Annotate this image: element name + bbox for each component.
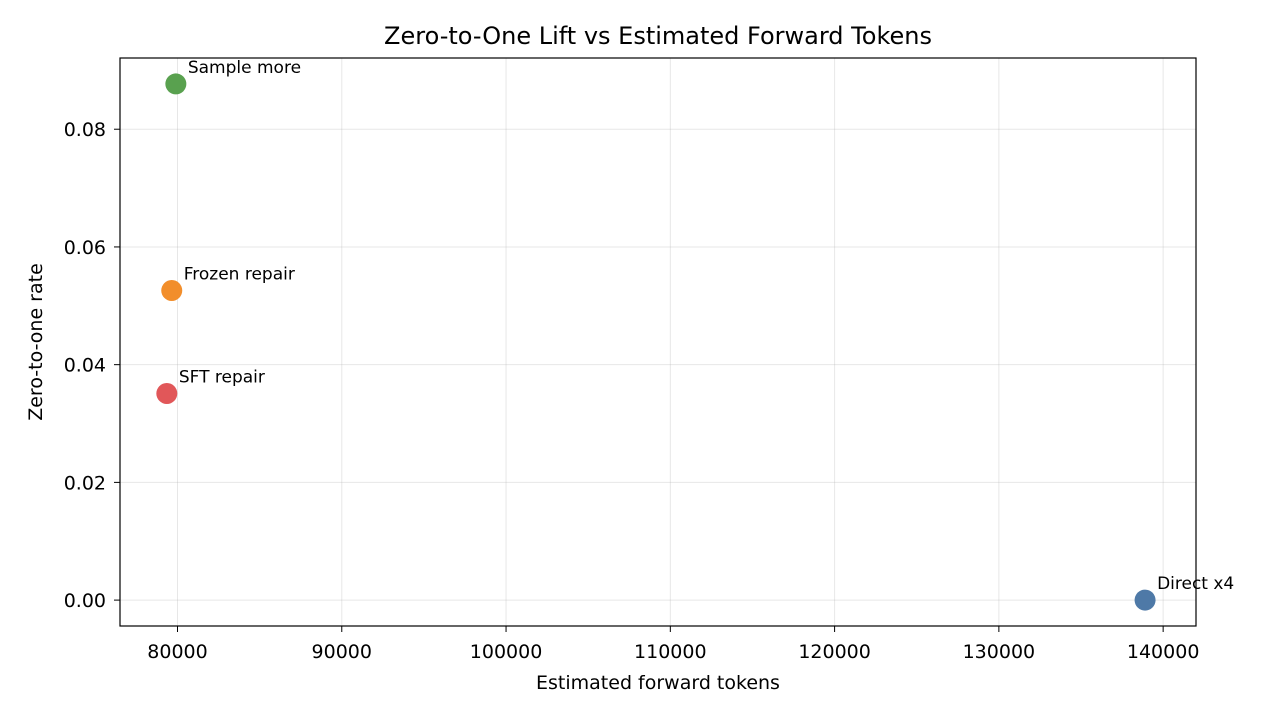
data-point [156, 383, 178, 405]
chart-title: Zero-to-One Lift vs Estimated Forward To… [384, 22, 932, 50]
data-point-label: Sample more [188, 58, 301, 78]
y-tick-label: 0.02 [64, 472, 106, 494]
x-tick-label: 90000 [312, 641, 372, 663]
data-point-label: Frozen repair [184, 264, 295, 284]
grid-layer [120, 58, 1196, 626]
y-tick-label: 0.06 [64, 237, 106, 259]
y-tick-label: 0.00 [64, 590, 106, 612]
x-tick-label: 110000 [634, 641, 707, 663]
x-tick-label: 140000 [1127, 641, 1200, 663]
data-point [161, 279, 183, 301]
y-tick-label: 0.08 [64, 119, 106, 141]
x-tick-label: 130000 [963, 641, 1036, 663]
y-tick-label: 0.04 [64, 355, 106, 377]
data-point [1134, 589, 1156, 611]
x-tick-label: 120000 [798, 641, 871, 663]
x-axis-label: Estimated forward tokens [536, 672, 780, 694]
ticks-layer: 80000 90000 100000 110000 120000 130000 140000… [64, 119, 1200, 663]
x-tick-label: 80000 [147, 641, 207, 663]
data-point [165, 73, 187, 95]
y-axis-label: Zero-to-one rate [25, 263, 47, 421]
data-point-label: SFT repair [179, 368, 265, 388]
plot-frame [119, 57, 1197, 627]
x-tick-label: 100000 [470, 641, 543, 663]
